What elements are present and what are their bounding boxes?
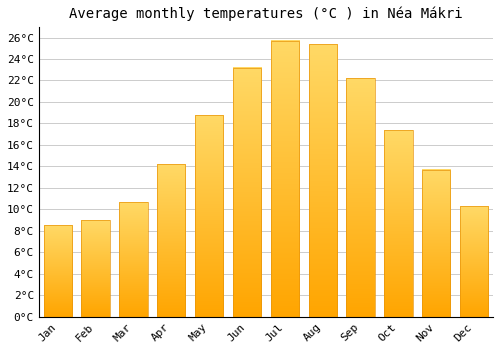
Bar [119, 202, 148, 317]
Bar [384, 130, 412, 317]
Bar [233, 68, 261, 317]
Bar [422, 170, 450, 317]
Title: Average monthly temperatures (°C ) in Néa Mákri: Average monthly temperatures (°C ) in Né… [69, 7, 462, 21]
Bar [270, 41, 299, 317]
Bar [460, 206, 488, 317]
Bar [157, 164, 186, 317]
Bar [44, 225, 72, 317]
Bar [82, 220, 110, 317]
Bar [195, 115, 224, 317]
Bar [346, 78, 375, 317]
Bar [308, 44, 337, 317]
